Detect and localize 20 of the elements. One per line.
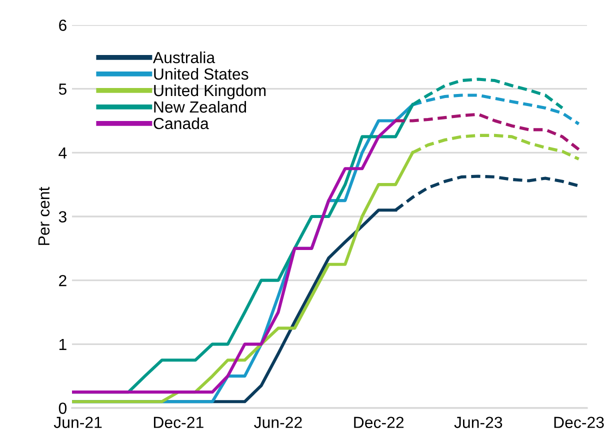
y-tick-label: 0: [58, 402, 67, 414]
y-tick-label: 4: [58, 147, 67, 158]
x-tick-label: Dec-21: [154, 416, 204, 428]
legend-label: Canada: [154, 117, 209, 130]
x-tick-label: Dec-23: [554, 416, 604, 428]
legend-label: Australia: [152, 52, 216, 64]
y-tick-label: 2: [59, 274, 66, 286]
y-tick-label: 6: [59, 20, 66, 31]
x-tick-label: Jun-23: [454, 416, 502, 428]
x-tick-label: Jun-21: [54, 416, 102, 428]
y-tick-label: 3: [58, 211, 66, 222]
legend-label: United Kingdom: [154, 84, 266, 100]
y-tick-label: 1: [59, 338, 66, 350]
legend-label: New Zealand: [154, 100, 246, 113]
line-series: [394, 112, 580, 152]
y-axis-title: Per cent: [38, 186, 50, 245]
legend-label: United States: [154, 68, 248, 80]
y-tick-label: 5: [58, 84, 66, 95]
x-tick-label: Dec-22: [354, 416, 404, 428]
x-tick-label: Jun-22: [254, 416, 302, 428]
